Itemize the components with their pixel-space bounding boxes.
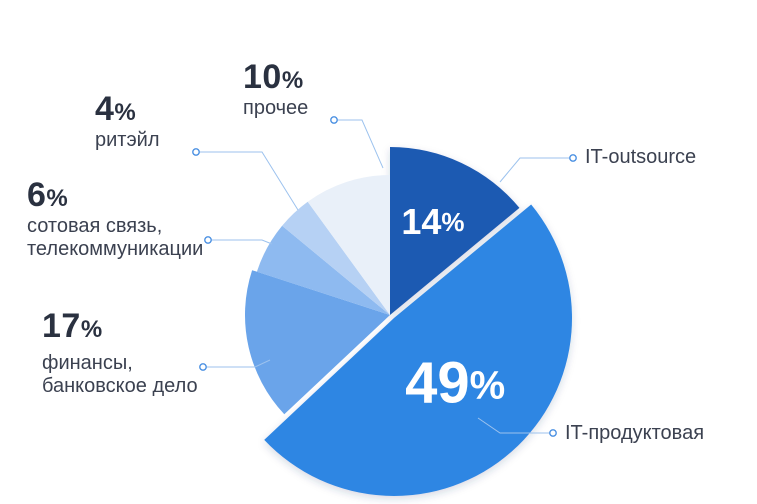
leader-lines [192, 116, 577, 437]
label-telecom-text-2: телекоммуникации [27, 238, 204, 261]
leader-telecom [208, 239, 273, 245]
leader-retail-dot [192, 148, 200, 156]
label-other-value: 10% [243, 58, 304, 96]
leader-other-dot [330, 116, 338, 124]
slice-retail [282, 201, 390, 315]
label-other-text: прочее [243, 97, 309, 120]
leader-telecom-dot [204, 236, 212, 244]
label-finance: 17% финансы, банковское дело [42, 307, 198, 398]
slice-other [307, 175, 390, 315]
slice-finance [245, 270, 390, 415]
leader-finance-dot [199, 363, 207, 371]
leader-it-product-dot [549, 429, 557, 437]
slice-it-product-value: 49% [405, 351, 505, 416]
leader-retail [196, 151, 299, 211]
leader-it-outsource [499, 157, 573, 183]
slice-it-outsource [390, 147, 520, 315]
inner-labels: 14% 49% [401, 200, 505, 415]
leader-other [334, 119, 384, 169]
label-telecom: 6% сотовая связь, телекоммуникации [27, 176, 203, 261]
label-other: 10% прочее [243, 58, 308, 120]
label-it-outsource: IT-outsource [585, 146, 697, 168]
slice-telecom [256, 225, 390, 315]
slice-it-product [264, 204, 573, 497]
label-telecom-text-1: сотовая связь, [27, 215, 163, 238]
leader-finance [203, 359, 271, 368]
label-it-product: IT-продуктовая [565, 422, 705, 444]
label-finance-value: 17% [42, 307, 103, 345]
label-finance-text-1: финансы, [42, 352, 133, 375]
label-telecom-value: 6% [27, 176, 69, 214]
label-retail: 4% ритэйл [95, 90, 160, 152]
leader-it-outsource-dot [569, 154, 577, 162]
pie-slices [245, 147, 573, 497]
leader-it-product [477, 417, 553, 434]
label-finance-text-2: банковское дело [42, 375, 198, 398]
label-retail-value: 4% [95, 90, 137, 128]
label-retail-text: ритэйл [95, 129, 160, 152]
slice-it-outsource-value: 14% [401, 200, 464, 241]
